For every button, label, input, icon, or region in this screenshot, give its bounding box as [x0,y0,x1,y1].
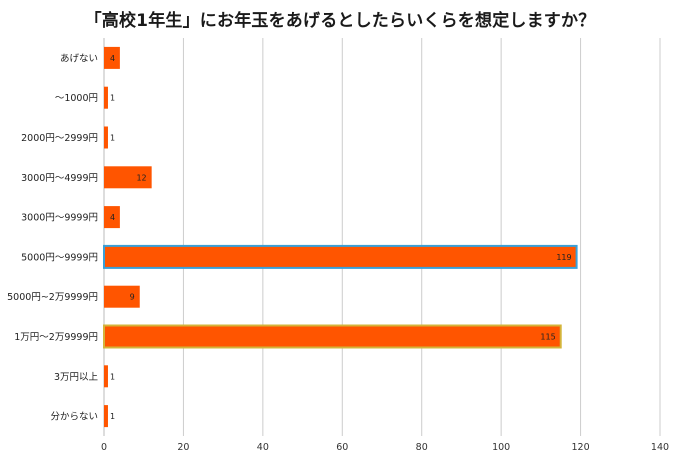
category-label: 3万円以上 [54,372,99,383]
data-label: 4 [110,213,115,222]
data-label: 115 [540,333,555,342]
data-label: 4 [110,54,115,63]
chart-title: 「高校1年生」にお年玉をあげるとしたらいくらを想定しますか？ [84,11,596,31]
data-label: 12 [136,173,146,182]
x-tick-label: 120 [572,442,590,453]
category-label: あげない [60,53,98,64]
bar [104,405,108,428]
category-label: 2000円～2999円 [21,133,98,144]
x-tick-label: 80 [416,442,428,453]
x-tick-label: 40 [257,442,269,453]
category-label: 5000円～9999円 [21,252,98,263]
x-tick-label: 0 [101,442,107,453]
data-label: 1 [110,94,115,103]
data-label: 9 [130,293,135,302]
bar [104,126,108,149]
category-label: 3000円～9999円 [21,213,98,224]
category-label: 分からない [50,412,98,423]
bar [104,86,108,109]
data-label: 119 [556,253,571,262]
category-label: 5000円~2万9999円 [7,292,98,303]
bar [104,46,120,69]
x-tick-label: 100 [492,442,510,453]
x-tick-label: 60 [336,442,348,453]
bar [103,244,578,269]
data-label: 1 [110,134,115,143]
category-label: 1万円～2万9999円 [14,332,98,343]
x-tick-label: 140 [651,442,669,453]
data-label: 1 [110,372,115,381]
bar [104,365,108,388]
category-label: ～1000円 [55,93,98,104]
category-label: 3000円～4999円 [21,173,98,184]
bar [103,324,562,349]
bar [104,166,152,189]
bar [104,285,140,308]
data-label: 1 [110,412,115,421]
bar [104,206,120,229]
x-tick-label: 20 [177,442,189,453]
